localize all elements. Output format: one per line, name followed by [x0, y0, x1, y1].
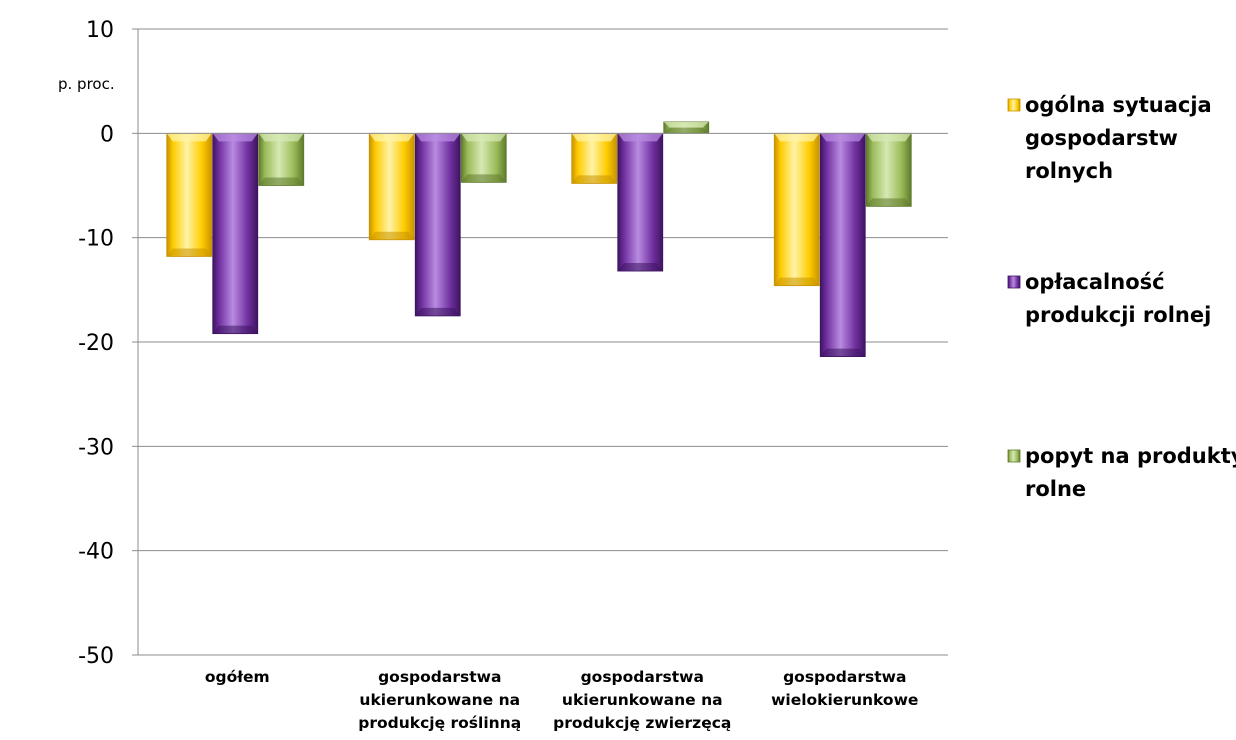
bar — [414, 132, 461, 317]
bar — [663, 121, 710, 134]
y-tick-labels: 10 0 -10 -20 -30 -40 -50 — [78, 18, 114, 669]
x-category-label: gospodarstwa ukierunkowane na produkcję zw… — [553, 668, 731, 732]
y-tick-label: -50 — [78, 644, 114, 669]
y-tick-label: -10 — [78, 227, 114, 252]
legend-swatch — [1007, 98, 1021, 112]
x-category-label: ogółem — [205, 668, 270, 686]
bar — [571, 132, 618, 184]
y-tick-label: -20 — [78, 331, 114, 356]
x-category-label: gospodarstwa ukierunkowane na produkcję ro… — [358, 668, 521, 732]
legend-swatch — [1007, 449, 1021, 463]
y-tick-label: -30 — [78, 435, 114, 460]
legend-entry: ogólna sytuacja gospodarstw rolnych — [1007, 93, 1212, 183]
bar — [460, 132, 507, 183]
legend-entry: popyt na produkty rolne — [1007, 444, 1236, 501]
bars — [166, 121, 912, 358]
x-category-label: gospodarstwa wielokierunkowe — [771, 668, 918, 709]
legend-swatch — [1007, 275, 1021, 289]
bar — [865, 132, 912, 207]
legend: ogólna sytuacja gospodarstw rolnych opłacal… — [1007, 93, 1236, 501]
y-tick-label: 0 — [100, 122, 114, 147]
legend-label: ogólna sytuacja gospodarstw rolnych — [1025, 93, 1212, 183]
legend-entry: opłacalność produkcji rolnej — [1007, 270, 1211, 327]
y-axis-unit-label: p. proc. — [58, 75, 115, 93]
axes — [132, 28, 948, 656]
y-tick-label: 10 — [86, 18, 114, 43]
bar — [258, 132, 305, 186]
legend-label: opłacalność produkcji rolnej — [1025, 270, 1211, 327]
x-category-labels: ogółem gospodarstwa ukierunkowane na produk… — [205, 668, 919, 732]
legend-label: popyt na produkty rolne — [1025, 444, 1236, 501]
bar — [368, 132, 415, 241]
bar — [617, 132, 664, 272]
bar — [819, 132, 866, 358]
bar — [212, 132, 259, 335]
bar — [166, 132, 213, 257]
bar — [773, 132, 820, 287]
y-tick-label: -40 — [78, 540, 114, 565]
